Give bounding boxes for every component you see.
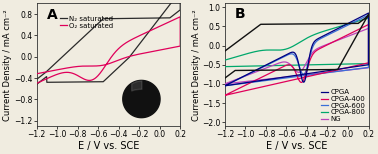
X-axis label: E / V vs. SCE: E / V vs. SCE bbox=[266, 141, 327, 150]
Y-axis label: Current Density / mA cm⁻²: Current Density / mA cm⁻² bbox=[192, 9, 201, 121]
Legend: N₂ saturated, O₂ saturated: N₂ saturated, O₂ saturated bbox=[57, 13, 116, 32]
Y-axis label: Current Density / mA cm⁻²: Current Density / mA cm⁻² bbox=[3, 9, 12, 121]
Text: A: A bbox=[46, 8, 57, 22]
X-axis label: E / V vs. SCE: E / V vs. SCE bbox=[78, 141, 139, 150]
Text: B: B bbox=[235, 7, 246, 21]
Legend: CPGA, CPGA-400, CPGA-600, CPGA-800, NG: CPGA, CPGA-400, CPGA-600, CPGA-800, NG bbox=[319, 87, 368, 125]
